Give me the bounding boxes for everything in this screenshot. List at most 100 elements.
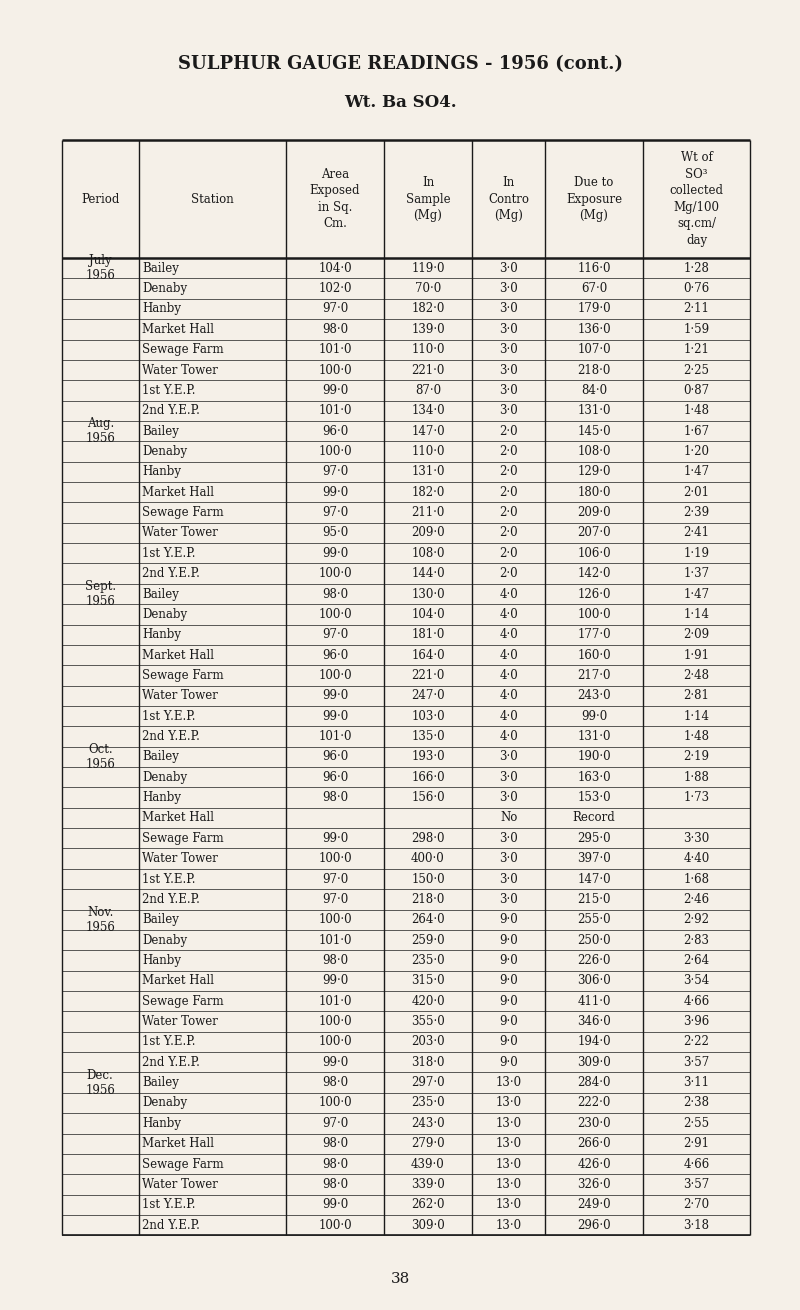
Text: Bailey: Bailey — [142, 424, 179, 438]
Text: 259·0: 259·0 — [411, 934, 445, 947]
Text: 400·0: 400·0 — [411, 853, 445, 865]
Text: 0·76: 0·76 — [683, 282, 710, 295]
Text: 1·88: 1·88 — [683, 770, 710, 783]
Text: Denaby: Denaby — [142, 770, 187, 783]
Text: Wt. Ba SO4.: Wt. Ba SO4. — [344, 94, 456, 110]
Text: 3·0: 3·0 — [499, 384, 518, 397]
Text: 99·0: 99·0 — [322, 975, 348, 988]
Text: 230·0: 230·0 — [577, 1117, 610, 1129]
Text: 99·0: 99·0 — [322, 384, 348, 397]
Text: 100·0: 100·0 — [577, 608, 610, 621]
Text: Market Hall: Market Hall — [142, 975, 214, 988]
Text: 99·0: 99·0 — [322, 710, 348, 723]
Text: 97·0: 97·0 — [322, 303, 348, 316]
Text: 203·0: 203·0 — [411, 1035, 445, 1048]
Text: 243·0: 243·0 — [411, 1117, 445, 1129]
Text: 0·87: 0·87 — [683, 384, 710, 397]
Text: Area
Exposed
in Sq.
Cm.: Area Exposed in Sq. Cm. — [310, 168, 360, 231]
Text: Water Tower: Water Tower — [142, 689, 218, 702]
Text: Market Hall: Market Hall — [142, 322, 214, 335]
Text: 262·0: 262·0 — [411, 1199, 445, 1212]
Text: 266·0: 266·0 — [577, 1137, 610, 1150]
Text: 2·0: 2·0 — [499, 424, 518, 438]
Text: 99·0: 99·0 — [581, 710, 607, 723]
Text: 1st Y.E.P.: 1st Y.E.P. — [142, 546, 195, 559]
Text: 4·40: 4·40 — [683, 853, 710, 865]
Text: Denaby: Denaby — [142, 934, 187, 947]
Text: 116·0: 116·0 — [578, 262, 610, 275]
Text: 397·0: 397·0 — [577, 853, 611, 865]
Text: 13·0: 13·0 — [496, 1096, 522, 1110]
Text: 9·0: 9·0 — [499, 1035, 518, 1048]
Text: 1·14: 1·14 — [683, 608, 710, 621]
Text: 139·0: 139·0 — [411, 322, 445, 335]
Text: Market Hall: Market Hall — [142, 811, 214, 824]
Text: 2·0: 2·0 — [499, 445, 518, 458]
Text: 3·18: 3·18 — [683, 1218, 710, 1231]
Text: 9·0: 9·0 — [499, 954, 518, 967]
Text: 160·0: 160·0 — [577, 648, 610, 662]
Text: 218·0: 218·0 — [411, 893, 445, 907]
Text: 193·0: 193·0 — [411, 751, 445, 764]
Text: 100·0: 100·0 — [318, 853, 352, 865]
Text: 101·0: 101·0 — [318, 934, 352, 947]
Text: 100·0: 100·0 — [318, 567, 352, 580]
Text: 1·48: 1·48 — [683, 730, 710, 743]
Text: 38: 38 — [390, 1272, 410, 1285]
Text: 1·47: 1·47 — [683, 465, 710, 478]
Text: 2nd Y.E.P.: 2nd Y.E.P. — [142, 1056, 200, 1069]
Text: 2nd Y.E.P.: 2nd Y.E.P. — [142, 893, 200, 907]
Text: Sewage Farm: Sewage Farm — [142, 994, 224, 1007]
Text: Sewage Farm: Sewage Farm — [142, 343, 224, 356]
Text: 1·21: 1·21 — [683, 343, 710, 356]
Text: 130·0: 130·0 — [411, 587, 445, 600]
Text: 101·0: 101·0 — [318, 730, 352, 743]
Text: 102·0: 102·0 — [318, 282, 352, 295]
Text: 2·0: 2·0 — [499, 527, 518, 540]
Text: 100·0: 100·0 — [318, 1096, 352, 1110]
Text: Sewage Farm: Sewage Farm — [142, 1158, 224, 1171]
Text: 2·01: 2·01 — [683, 486, 710, 499]
Text: 1st Y.E.P.: 1st Y.E.P. — [142, 384, 195, 397]
Text: 107·0: 107·0 — [577, 343, 610, 356]
Text: Wt of
SO³
collected
Mg/100
sq.cm/
day: Wt of SO³ collected Mg/100 sq.cm/ day — [670, 152, 723, 246]
Text: 97·0: 97·0 — [322, 1117, 348, 1129]
Text: 104·0: 104·0 — [318, 262, 352, 275]
Text: 2·64: 2·64 — [683, 954, 710, 967]
Text: Market Hall: Market Hall — [142, 1137, 214, 1150]
Text: Sept.
1956: Sept. 1956 — [85, 580, 116, 608]
Text: 209·0: 209·0 — [577, 506, 610, 519]
Text: 346·0: 346·0 — [577, 1015, 611, 1028]
Text: 84·0: 84·0 — [581, 384, 607, 397]
Text: 2·83: 2·83 — [683, 934, 710, 947]
Text: 3·0: 3·0 — [499, 853, 518, 865]
Text: 131·0: 131·0 — [578, 405, 610, 418]
Text: Sewage Farm: Sewage Farm — [142, 506, 224, 519]
Text: Water Tower: Water Tower — [142, 853, 218, 865]
Text: 177·0: 177·0 — [577, 629, 610, 641]
Text: 297·0: 297·0 — [411, 1076, 445, 1089]
Text: 108·0: 108·0 — [411, 546, 445, 559]
Text: 2·09: 2·09 — [683, 629, 710, 641]
Text: 98·0: 98·0 — [322, 322, 348, 335]
Text: 166·0: 166·0 — [411, 770, 445, 783]
Text: 250·0: 250·0 — [577, 934, 610, 947]
Text: 99·0: 99·0 — [322, 486, 348, 499]
Text: 298·0: 298·0 — [411, 832, 445, 845]
Text: 3·0: 3·0 — [499, 343, 518, 356]
Text: 1st Y.E.P.: 1st Y.E.P. — [142, 710, 195, 723]
Text: 100·0: 100·0 — [318, 913, 352, 926]
Text: 295·0: 295·0 — [577, 832, 610, 845]
Text: 339·0: 339·0 — [411, 1178, 445, 1191]
Text: 101·0: 101·0 — [318, 405, 352, 418]
Text: 194·0: 194·0 — [577, 1035, 610, 1048]
Text: 4·0: 4·0 — [499, 710, 518, 723]
Text: 156·0: 156·0 — [411, 791, 445, 804]
Text: 3·0: 3·0 — [499, 322, 518, 335]
Text: 222·0: 222·0 — [578, 1096, 610, 1110]
Text: 180·0: 180·0 — [578, 486, 610, 499]
Text: 182·0: 182·0 — [411, 486, 445, 499]
Text: 3·0: 3·0 — [499, 303, 518, 316]
Text: 1·47: 1·47 — [683, 587, 710, 600]
Text: 179·0: 179·0 — [577, 303, 610, 316]
